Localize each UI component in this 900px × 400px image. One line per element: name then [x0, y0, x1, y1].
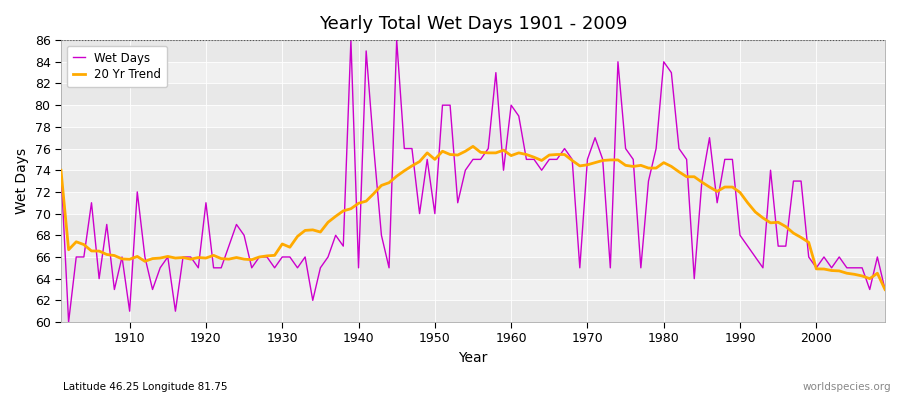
Bar	[61, 192, 885, 214]
Bar	[61, 148, 885, 170]
20 Yr Trend	[468, 144, 479, 149]
Bar	[61, 127, 885, 148]
20 Yr Trend	[879, 287, 890, 292]
Line: 20 Yr Trend: 20 Yr Trend	[61, 146, 885, 290]
Wet Days	[879, 287, 890, 292]
Bar	[61, 257, 885, 279]
20 Yr Trend	[284, 245, 295, 250]
Wet Days	[56, 168, 67, 173]
Bar	[61, 279, 885, 300]
Wet Days	[338, 244, 348, 248]
Line: Wet Days: Wet Days	[61, 40, 885, 322]
Y-axis label: Wet Days: Wet Days	[15, 148, 29, 214]
Bar	[61, 300, 885, 322]
Wet Days	[63, 320, 74, 324]
20 Yr Trend	[513, 150, 524, 155]
Bar	[61, 105, 885, 127]
Bar	[61, 84, 885, 105]
Bar	[61, 214, 885, 235]
Bar	[61, 170, 885, 192]
20 Yr Trend	[56, 168, 67, 173]
Wet Days	[521, 157, 532, 162]
Wet Days	[292, 266, 303, 270]
X-axis label: Year: Year	[458, 351, 488, 365]
Text: worldspecies.org: worldspecies.org	[803, 382, 891, 392]
Bar	[61, 235, 885, 257]
20 Yr Trend	[605, 158, 616, 162]
Title: Yearly Total Wet Days 1901 - 2009: Yearly Total Wet Days 1901 - 2009	[319, 15, 627, 33]
Text: Latitude 46.25 Longitude 81.75: Latitude 46.25 Longitude 81.75	[63, 382, 228, 392]
20 Yr Trend	[117, 256, 128, 261]
Legend: Wet Days, 20 Yr Trend: Wet Days, 20 Yr Trend	[67, 46, 166, 87]
20 Yr Trend	[330, 214, 341, 219]
20 Yr Trend	[506, 153, 517, 158]
Bar	[61, 40, 885, 62]
Wet Days	[613, 59, 624, 64]
Wet Days	[513, 114, 524, 118]
Wet Days	[124, 309, 135, 314]
Bar	[61, 62, 885, 84]
Wet Days	[346, 38, 356, 42]
